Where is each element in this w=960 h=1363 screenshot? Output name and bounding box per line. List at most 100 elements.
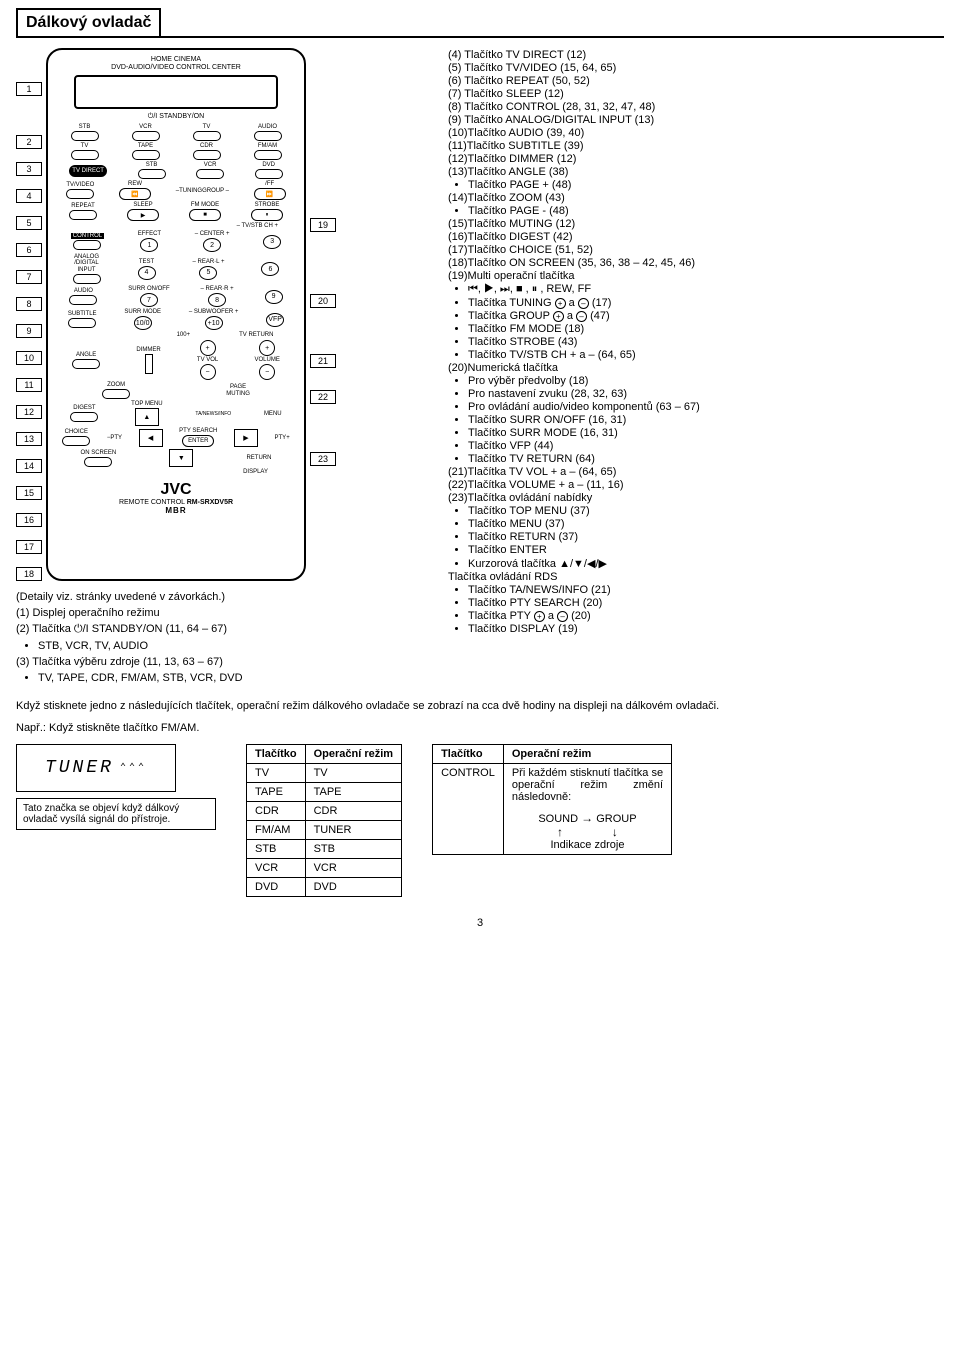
- r-item: (22)Tlačítka VOLUME + a – (11, 16): [448, 479, 944, 491]
- source-row-3: TV DIRECT STB VCR DVD: [54, 162, 298, 179]
- divider: [16, 36, 944, 38]
- tvvol-plus: +: [200, 340, 216, 356]
- lbl: TV/VIDEO: [66, 182, 94, 188]
- callout: 12: [16, 405, 42, 419]
- th: Tlačítko: [247, 745, 306, 764]
- r-sub: Tlačítko MENU (37): [468, 518, 944, 530]
- mode-desc: Při každém stisknutí tlačítka se operačn…: [512, 767, 663, 803]
- callout: 19: [310, 218, 336, 232]
- r-sub: Tlačítko PTY SEARCH (20): [468, 597, 944, 609]
- r-item: (13)Tlačítko ANGLE (38): [448, 166, 944, 178]
- r-sub: Tlačítko TV RETURN (64): [468, 453, 944, 465]
- note-1: (1) Displej operačního režimu: [16, 607, 436, 619]
- callout: 17: [16, 540, 42, 554]
- plus-icon: +: [555, 298, 566, 309]
- rew-btn: ⏪: [119, 188, 151, 200]
- btn: [254, 131, 282, 141]
- btn: [84, 457, 112, 467]
- btn: [71, 131, 99, 141]
- left-notes: (Detaily viz. stránky uvedené v závorkác…: [16, 591, 436, 684]
- callout: 22: [310, 390, 336, 404]
- menu-row: DIGEST TOP MENU▲ TA/NEWS/INFO MENU: [54, 401, 298, 426]
- r-sub: Tlačítko FM MODE (18): [468, 323, 944, 335]
- lbl: TEST: [139, 259, 154, 265]
- mode-table-2: TlačítkoOperační režim CONTROL Při každé…: [432, 744, 672, 855]
- lbl: – REAR·R +: [200, 286, 233, 292]
- num-1: 1: [140, 238, 158, 252]
- lbl: STROBE: [255, 202, 280, 208]
- td: TUNER: [305, 821, 401, 840]
- num-row-3: AUDIO SURR ON/OFF7 – REAR·R +8 9: [54, 286, 298, 307]
- lbl: VCR: [204, 162, 217, 168]
- callout: 9: [16, 324, 42, 338]
- nav-row: CHOICE −PTY ◀ PTY SEARCHENTER ▶ PTY+: [54, 428, 298, 447]
- num-2: 2: [203, 238, 221, 252]
- btn: [254, 150, 282, 160]
- bottom-example: Např.: Když stiskněte tlačítko FM/AM.: [16, 722, 944, 734]
- r-sub-pty: Tlačítka PTY + a – (20): [468, 610, 944, 622]
- btn: [71, 150, 99, 160]
- r-item: (15)Tlačítko MUTING (12): [448, 218, 944, 230]
- title-bar: Dálkový ovladač: [16, 8, 161, 36]
- r-sub: Tlačítko TA/NEWS/INFO (21): [468, 584, 944, 596]
- lbl: STB: [79, 124, 91, 130]
- pty-minus: −PTY: [107, 435, 122, 441]
- num-6: 6: [261, 262, 279, 276]
- transport-row: TV/VIDEO REW⏪ –TUNINGGROUP – /FF⏩: [54, 181, 298, 200]
- btn: [73, 240, 101, 250]
- r-sub: Tlačítko DISPLAY (19): [468, 623, 944, 635]
- lbl: DVD: [262, 162, 275, 168]
- plus-icon: +: [553, 311, 564, 322]
- minus-icon: –: [578, 298, 589, 309]
- num-10-0: 10/0: [134, 316, 152, 330]
- btn: [73, 274, 101, 284]
- callout: 5: [16, 216, 42, 230]
- btn: [70, 412, 98, 422]
- lbl: ANGLE: [76, 352, 96, 358]
- r-sub: Pro ovládání audio/video komponentů (63 …: [468, 401, 944, 413]
- bottom-nav-row: ON SCREEN ▼ RETURN: [54, 449, 298, 467]
- callout: 13: [16, 432, 42, 446]
- sub-labels: 100+ TV RETURN: [54, 332, 298, 338]
- td: CDR: [247, 802, 306, 821]
- note-box: Tato značka se objeví když dálkový ovlad…: [16, 798, 216, 830]
- volume-minus: −: [259, 364, 275, 380]
- r-item: (12)Tlačítko DIMMER (12): [448, 153, 944, 165]
- lbl: PTY SEARCH: [179, 428, 217, 434]
- btn: [132, 131, 160, 141]
- bottom-row: TUNER ⌃⌃⌃ Tato značka se objeví když dál…: [16, 744, 944, 897]
- vfp-btn: VFP: [266, 313, 284, 327]
- callout: 15: [16, 486, 42, 500]
- r-item: (21)Tlačítka TV VOL + a – (64, 65): [448, 466, 944, 478]
- r-sub: Tlačítko TV/STB CH + a – (64, 65): [468, 349, 944, 361]
- volume-plus: +: [259, 340, 275, 356]
- display-label: DISPLAY: [54, 469, 298, 475]
- lbl: MUTING: [226, 391, 250, 397]
- lbl: VCR: [139, 124, 152, 130]
- r-item: (6) Tlačítko REPEAT (50, 52): [448, 75, 944, 87]
- nav-right: ▶: [234, 429, 258, 447]
- td: TV: [305, 764, 401, 783]
- r-sub-tuning: Tlačítka TUNING + a – (17): [468, 297, 944, 309]
- callout: 21: [310, 354, 336, 368]
- model-label: REMOTE CONTROL RM-SRXDV5R: [54, 499, 298, 506]
- lbl: AUDIO: [74, 288, 93, 294]
- remote-header-2: DVD-AUDIO/VIDEO CONTROL CENTER: [54, 64, 298, 72]
- lbl: SUBTITLE: [68, 311, 97, 317]
- r-sub: Pro nastavení zvuku (28, 32, 63): [468, 388, 944, 400]
- callout: 6: [16, 243, 42, 257]
- nav-left: ◀: [139, 429, 163, 447]
- lbl: – REAR·L +: [193, 259, 225, 265]
- ff-btn: ⏩: [254, 188, 286, 200]
- th: Tlačítko: [433, 745, 504, 764]
- btn: [193, 150, 221, 160]
- standby-row: ⏻/I STANDBY/ON: [54, 113, 298, 121]
- r-item: (14)Tlačítko ZOOM (43): [448, 192, 944, 204]
- lbl: CHOICE: [65, 429, 88, 435]
- callout: 16: [16, 513, 42, 527]
- lbl: CDR: [200, 143, 213, 149]
- zoom-row: ZOOM PAGEMUTING: [54, 382, 298, 399]
- tv-direct-btn: TV DIRECT: [69, 165, 107, 177]
- r-item: (23)Tlačítka ovládání nabídky: [448, 492, 944, 504]
- r-item: (11)Tlačítko SUBTITLE (39): [448, 140, 944, 152]
